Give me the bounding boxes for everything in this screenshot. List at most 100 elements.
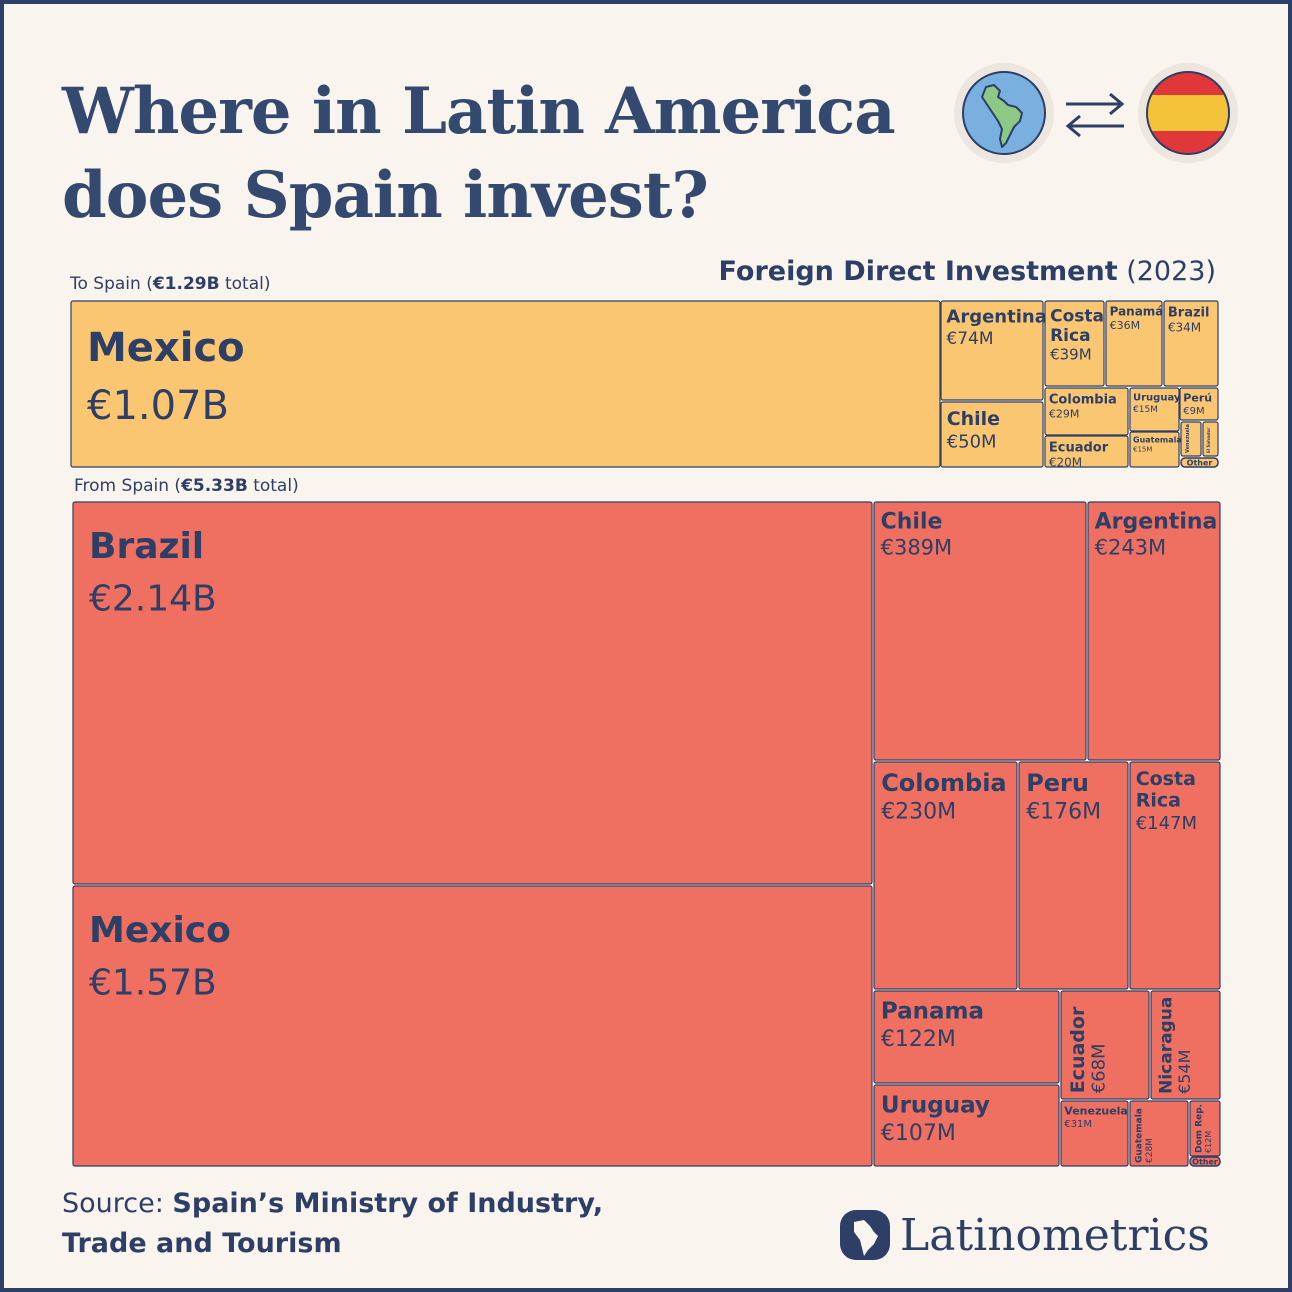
page-title: Where in Latin America does Spain invest…	[62, 70, 896, 238]
from-spain-value-costa-rica: €147M	[1136, 813, 1197, 834]
from-spain-cell-dom-rep: Dom Rep. €12M	[1189, 1100, 1221, 1157]
from-spain-value-brazil: €2.14B	[89, 578, 217, 619]
to-spain-tile-argentina	[940, 300, 1044, 401]
to-spain-tile-other	[1180, 457, 1219, 468]
to-spain-name-colombia: Colombia	[1049, 393, 1117, 408]
to-spain-tile-brazil	[1163, 300, 1219, 387]
from-spain-cell-chile: Chile€389M	[873, 501, 1087, 761]
to-spain-cell-argentina: Argentina€74M	[940, 300, 1047, 401]
to-spain-cell-ecuador: Ecuador€20M	[1044, 435, 1129, 470]
from-spain-tile-chile	[873, 501, 1087, 761]
to-spain-value-brazil: €34M	[1168, 321, 1201, 335]
from-spain-cell-panama: Panama€122M	[873, 990, 1060, 1084]
from-spain-value-nicaragua: €54M	[1175, 1050, 1194, 1094]
to-spain-name-argentina: Argentina	[946, 307, 1046, 328]
from-spain-tile-ecuador	[1060, 990, 1150, 1100]
subtitle-year: (2023)	[1126, 256, 1216, 287]
to-spain-tile-panam	[1105, 300, 1163, 387]
from-spain-value-chile: €389M	[881, 536, 953, 560]
from-spain-name-uruguay: Uruguay	[881, 1093, 990, 1119]
from-spain-cell-costa-rica: Costa Rica€147M	[1129, 761, 1221, 990]
to-spain-name-venezuela: Venezuela	[1185, 424, 1191, 453]
exchange-arrows-icon	[1065, 92, 1125, 138]
from-spain-value-guatemala: €28M	[1145, 1138, 1155, 1163]
title-line-1: Where in Latin America	[62, 74, 896, 149]
to-spain-name-uruguay: Uruguay	[1133, 393, 1181, 404]
from-spain-tile-peru	[1018, 761, 1129, 990]
to-spain-cell-brazil: Brazil€34M	[1163, 300, 1219, 387]
brand-logo: Latinometrics	[840, 1208, 1210, 1262]
from-spain-cell-brazil: Brazil €2.14B	[72, 501, 873, 885]
from-spain-tile-panama	[873, 990, 1060, 1084]
from-spain-cell-nicaragua: Nicaragua€54M	[1150, 990, 1221, 1100]
latinometrics-logo-icon	[840, 1210, 890, 1260]
to-spain-label: To Spain (€1.29B total)	[70, 274, 271, 294]
from-spain-name-colombia: Colombia	[881, 769, 1006, 797]
to-spain-name-per: Perú	[1183, 391, 1212, 404]
to-spain-value-argentina: €74M	[946, 329, 993, 349]
from-spain-value-uruguay: €107M	[881, 1121, 956, 1146]
to-spain-cell-colombia: Colombia€29M	[1044, 387, 1129, 436]
from-spain-tile-dom-rep	[1189, 1100, 1221, 1157]
to-spain-cell-el-salvador: El Salvador	[1202, 421, 1219, 457]
from-spain-tile-argentina	[1087, 501, 1221, 761]
from-spain-name-mexico: Mexico	[89, 910, 231, 951]
to-spain-name-mexico: Mexico	[87, 325, 245, 371]
from-spain-name-guatemala: Guatemala	[1135, 1108, 1145, 1163]
subtitle-main: Foreign Direct Investment	[718, 256, 1118, 287]
latin-america-globe-icon	[954, 63, 1054, 163]
from-spain-cell-other: Other	[1189, 1156, 1221, 1167]
from-spain-tile-brazil	[72, 501, 873, 885]
from-spain-name-peru: Peru	[1026, 769, 1089, 797]
from-spain-tile-other	[1189, 1156, 1221, 1167]
to-spain-tile-chile	[940, 401, 1044, 468]
from-spain-cell-peru: Peru€176M	[1018, 761, 1129, 990]
to-spain-cell-uruguay: Uruguay€15M	[1129, 387, 1181, 432]
from-spain-name-ecuador: Ecuador	[1067, 1006, 1089, 1093]
title-line-2: does Spain invest?	[62, 158, 709, 233]
to-spain-cell-panam: Panamá€36M	[1105, 300, 1163, 387]
source-line-2: Trade and Tourism	[62, 1228, 342, 1259]
from-spain-cell-uruguay: Uruguay€107M	[873, 1084, 1060, 1167]
from-spain-cell-argentina: Argentina€243M	[1087, 501, 1221, 761]
source-note: Source: Spain’s Ministry of Industry, Tr…	[62, 1188, 604, 1259]
from-spain-name-nicaragua: Nicaragua	[1156, 997, 1176, 1094]
to-spain-tile-per	[1179, 387, 1219, 421]
from-spain-label-other: Other	[1192, 1157, 1218, 1166]
to-spain-cell-venezuela: Venezuela	[1180, 421, 1202, 457]
to-spain-cell-other: Other	[1180, 457, 1219, 468]
to-spain-value-colombia: €29M	[1049, 407, 1080, 420]
from-spain-name-argentina: Argentina	[1095, 509, 1218, 534]
to-spain-name-costa-rica: Costa Rica	[1050, 306, 1104, 346]
from-spain-name-costa-rica: Costa Rica	[1136, 768, 1196, 812]
to-spain-tile-costa-rica	[1044, 300, 1105, 387]
to-spain-value-uruguay: €15M	[1133, 405, 1158, 415]
from-spain-value-panama: €122M	[881, 1027, 956, 1052]
to-spain-value-mexico: €1.07B	[87, 383, 229, 429]
from-spain-name-dom-rep: Dom Rep.	[1195, 1104, 1205, 1153]
to-spain-tile-colombia	[1044, 387, 1129, 436]
chart-subtitle: Foreign Direct Investment (2023)	[719, 256, 1216, 287]
brand-name: Latinometrics	[900, 1209, 1210, 1261]
to-spain-value-panam: €36M	[1110, 319, 1141, 332]
to-spain-cell-per: Perú €9M	[1179, 387, 1219, 421]
to-spain-tile-venezuela	[1180, 421, 1202, 457]
to-spain-tile-mexico	[70, 300, 941, 468]
to-spain-value-guatemala: €15M	[1133, 445, 1152, 453]
from-spain-tile-nicaragua	[1150, 990, 1221, 1100]
from-spain-value-ecuador: €68M	[1089, 1043, 1110, 1093]
from-spain-cell-venezuela: Venezuela €31M	[1060, 1100, 1129, 1167]
from-spain-value-argentina: €243M	[1095, 536, 1167, 560]
to-spain-cell-guatemala: Guatemala€15M	[1129, 431, 1182, 468]
to-spain-value-per: €9M	[1183, 406, 1204, 417]
from-spain-value-dom-rep: €12M	[1204, 1131, 1213, 1153]
to-spain-label-other: Other	[1187, 458, 1213, 467]
source-line-1: Spain’s Ministry of Industry,	[172, 1188, 604, 1219]
from-spain-name-brazil: Brazil	[89, 526, 204, 567]
from-spain-tile-costa-rica	[1129, 761, 1221, 990]
to-spain-tile-guatemala	[1129, 431, 1180, 468]
from-spain-name-venezuela: Venezuela	[1064, 1104, 1128, 1117]
from-spain-value-mexico: €1.57B	[89, 962, 217, 1003]
to-spain-cell-chile: Chile€50M	[940, 401, 1044, 468]
